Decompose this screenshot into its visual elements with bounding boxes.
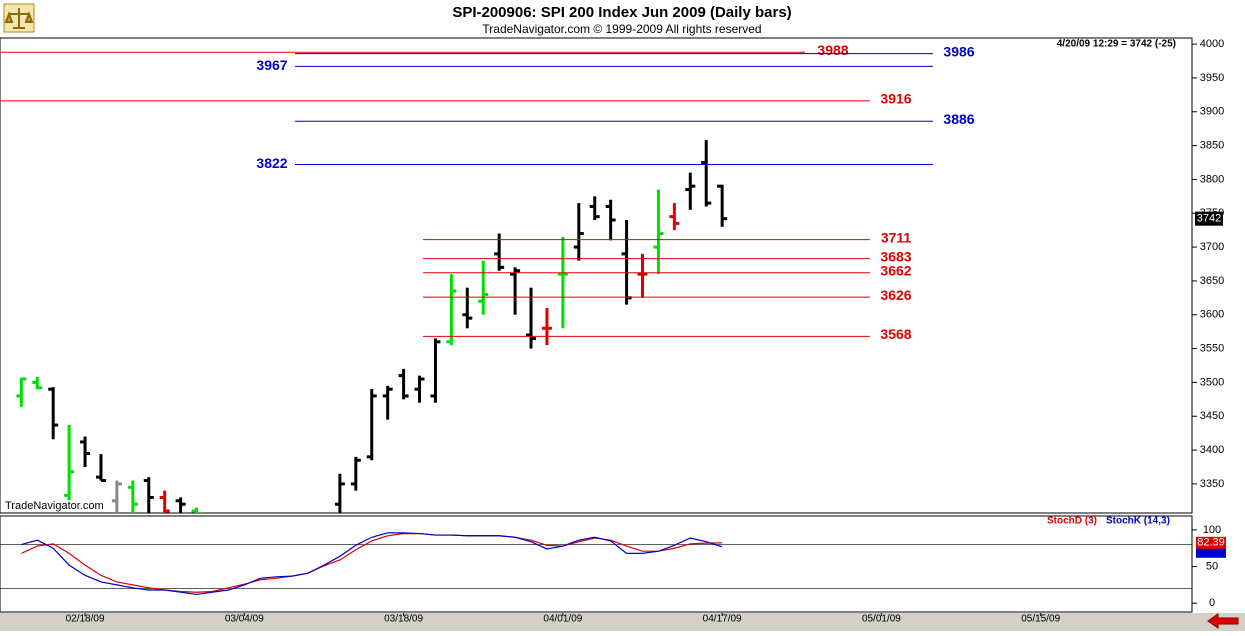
price-bars [16, 140, 728, 513]
legend-entry: StochK (14,3) [1106, 516, 1170, 527]
x-tick-label: 04/17/09 [703, 614, 742, 625]
y-tick-label: 3700 [1200, 241, 1224, 253]
level-label: 3626 [880, 287, 911, 303]
y-tick-label: 100 [1203, 524, 1221, 536]
y-tick-label: 0 [1209, 597, 1215, 609]
date-axis [0, 613, 1245, 631]
y-tick-label: 3650 [1200, 275, 1224, 287]
level-label: 3967 [256, 57, 287, 73]
y-tick-label: 3800 [1200, 173, 1224, 185]
logo [3, 3, 35, 33]
y-tick-label: 3900 [1200, 106, 1224, 118]
level-label: 3986 [943, 43, 974, 59]
level-label: 3916 [880, 91, 911, 107]
y-tick-label: 50 [1206, 560, 1218, 572]
level-label: 3822 [256, 155, 287, 171]
level-label: 3988 [817, 42, 848, 58]
x-tick-label: 05/01/09 [862, 614, 901, 625]
y-tick-label: 3500 [1200, 376, 1224, 388]
price-tag-box [1195, 211, 1223, 226]
price-panel [0, 37, 1193, 514]
chart-title: SPI-200906: SPI 200 Index Jun 2009 (Dail… [452, 4, 791, 21]
y-tick-label: 3450 [1200, 410, 1224, 422]
price-tag: 3742 [1197, 213, 1221, 225]
scroll-arrow[interactable] [1207, 613, 1239, 629]
watermark: TradeNavigator.com [5, 500, 104, 512]
x-tick-label: 02/18/09 [66, 614, 105, 625]
legend-entry: StochD (3) [1047, 516, 1097, 527]
x-tick-label: 04/01/09 [543, 614, 582, 625]
y-tick-label: 4000 [1200, 38, 1224, 50]
x-tick-label: 05/15/09 [1021, 614, 1060, 625]
y-tick-label: 3550 [1200, 342, 1224, 354]
level-label: 3662 [880, 262, 911, 278]
y-tick-label: 3350 [1200, 478, 1224, 490]
level-label: 3683 [880, 248, 911, 264]
value-tag-box [1196, 536, 1226, 549]
stoch-line [21, 532, 723, 596]
level-label: 3568 [880, 326, 911, 342]
x-tick-label: 03/04/09 [225, 614, 264, 625]
y-tick-label: 3950 [1200, 72, 1224, 84]
x-tick-label: 03/18/09 [384, 614, 423, 625]
level-label: 3886 [943, 111, 974, 127]
stoch-panel [0, 515, 1193, 613]
quote-info: 4/20/09 12:29 = 3742 (-25) [1057, 39, 1176, 50]
y-tick-label: 3850 [1200, 139, 1224, 151]
chart-subtitle: TradeNavigator.com © 1999-2009 All right… [482, 22, 761, 36]
level-label: 3711 [881, 229, 912, 245]
y-tick-label: 3400 [1200, 444, 1224, 456]
y-tick-label: 3600 [1200, 309, 1224, 321]
value-tag: 82.39 [1197, 537, 1225, 549]
